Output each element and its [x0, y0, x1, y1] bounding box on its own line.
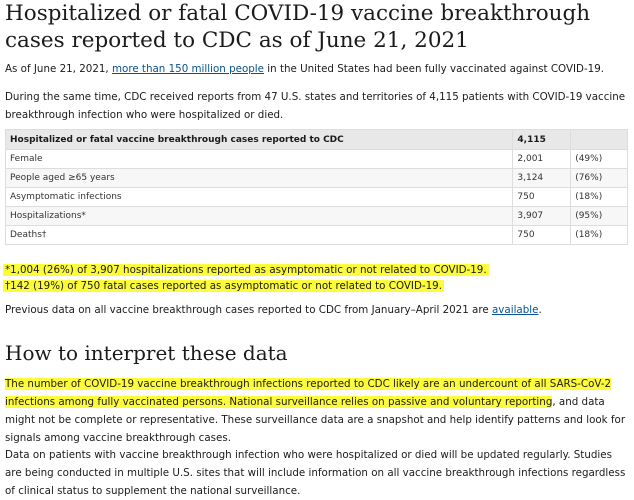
table-header-count: 4,115 [512, 129, 572, 150]
row-count-age65: 3,124 [512, 168, 572, 188]
previous-text-after: . [538, 304, 542, 316]
row-count-female: 2,001 [512, 149, 572, 169]
section-title: How to interpret these data [5, 341, 288, 365]
row-label-deaths: Deaths† [4, 225, 514, 245]
table-row: Asymptomatic infections 750 (18%) [4, 187, 628, 207]
interpret-rest: , and data might not be complete or repr… [5, 396, 626, 444]
fully-vaccinated-link[interactable]: more than 150 million people [111, 63, 265, 75]
row-label-asymptomatic: Asymptomatic infections [4, 187, 514, 207]
row-percent-hospitalizations: (95%) [570, 206, 628, 226]
intro-paragraph: As of June 21, 2021, more than 150 milli… [5, 60, 627, 78]
previous-data-paragraph: Previous data on all vaccine breakthroug… [5, 301, 627, 319]
table-row: Deaths† 750 (18%) [4, 225, 628, 245]
row-percent-age65: (76%) [570, 168, 628, 188]
breakthrough-cases-table: Hospitalized or fatal vaccine breakthrou… [4, 129, 628, 245]
intro-text-before: As of June 21, 2021, [5, 63, 112, 75]
footnote-hospitalizations-text: *1,004 (26%) of 3,907 hospitalizations r… [3, 264, 489, 276]
footnote-hospitalizations: *1,004 (26%) of 3,907 hospitalizations r… [3, 262, 623, 278]
footnote-deaths: †142 (19%) of 750 fatal cases reported a… [3, 278, 623, 294]
table-header-label: Hospitalized or fatal vaccine breakthrou… [4, 129, 514, 150]
row-label-hospitalizations: Hospitalizations* [4, 206, 514, 226]
table-header-percent [570, 129, 628, 150]
row-percent-deaths: (18%) [570, 225, 628, 245]
interpret-paragraph-2: Data on patients with vaccine breakthrou… [5, 449, 626, 497]
footnote-deaths-text: †142 (19%) of 750 fatal cases reported a… [3, 280, 444, 292]
reports-paragraph: During the same time, CDC received repor… [5, 91, 626, 121]
previous-data-link[interactable]: available [492, 304, 539, 316]
table-row: People aged ≥65 years 3,124 (76%) [4, 168, 628, 188]
page-title: Hospitalized or fatal COVID-19 vaccine b… [5, 1, 591, 53]
table-header-row: Hospitalized or fatal vaccine breakthrou… [4, 129, 628, 150]
row-count-asymptomatic: 750 [512, 187, 572, 207]
table-row: Hospitalizations* 3,907 (95%) [4, 206, 628, 226]
interpret-paragraph-1: The number of COVID-19 vaccine breakthro… [5, 375, 627, 447]
row-label-age65: People aged ≥65 years [4, 168, 514, 188]
intro-text-after: in the United States had been fully vacc… [264, 63, 605, 75]
previous-text-before: Previous data on all vaccine breakthroug… [5, 304, 492, 316]
table-footnotes: *1,004 (26%) of 3,907 hospitalizations r… [3, 262, 623, 294]
table-row: Female 2,001 (49%) [4, 149, 628, 169]
row-percent-asymptomatic: (18%) [570, 187, 628, 207]
row-label-female: Female [4, 149, 514, 169]
row-count-hospitalizations: 3,907 [512, 206, 572, 226]
interpret-highlight: The number of COVID-19 vaccine breakthro… [5, 378, 612, 408]
row-percent-female: (49%) [570, 149, 628, 169]
row-count-deaths: 750 [512, 225, 572, 245]
